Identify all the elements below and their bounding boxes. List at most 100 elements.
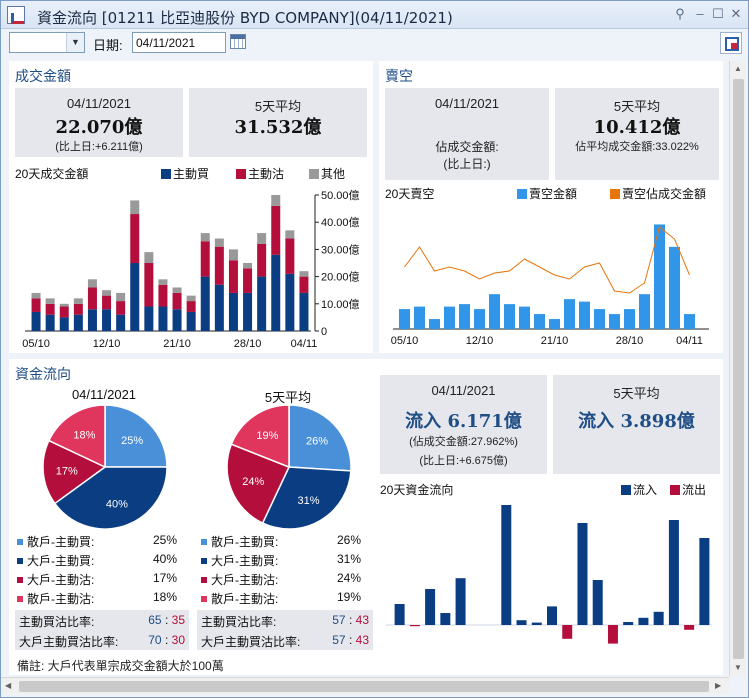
- close-icon[interactable]: ✕: [730, 6, 742, 21]
- short-chart: 05/10 12/10 21/10 28/10 04/11: [391, 224, 709, 347]
- short-title: 賣空: [385, 69, 413, 85]
- ratio-label: 大戶主動買沽比率:: [19, 635, 119, 649]
- pie-avg-slice: [261, 466, 352, 530]
- turnover-bar-sell: [271, 205, 281, 255]
- ratio-buy: 57: [332, 633, 346, 647]
- turnover-chart: 50.00億 40.00億 30.00億 20.00億 10.00億 0 05/10 12/1…: [22, 189, 360, 350]
- ratio-list-item: 散戶-主動沽: 19%: [201, 590, 361, 607]
- turnover-bar-sell: [102, 295, 112, 310]
- horizontal-scroll-thumb[interactable]: [19, 681, 709, 692]
- turnover-bar-other: [73, 298, 83, 304]
- outflow-bar: [607, 625, 618, 644]
- legend-swatch: [621, 485, 631, 495]
- calendar-icon[interactable]: [230, 34, 246, 49]
- legend-swatch: [236, 169, 246, 179]
- ratio-sep: :: [164, 613, 169, 627]
- inflow-bar: [440, 613, 451, 625]
- inflow-bar: [592, 580, 603, 625]
- legend-short-pct: 賣空佔成交金額: [610, 185, 706, 202]
- turnover-bar-buy: [214, 284, 224, 331]
- turnover-bar-sell: [73, 303, 83, 315]
- ratio-item-value: 26%: [336, 533, 361, 547]
- ratio-list-item: 散戶-主動沽: 18%: [17, 590, 177, 607]
- x-tick-label: 05/10: [22, 338, 50, 350]
- vertical-scroll-thumb[interactable]: [733, 79, 744, 659]
- legend-bullet: [201, 539, 207, 545]
- turnover-bar-buy: [130, 263, 140, 331]
- scroll-left-icon[interactable]: ◀: [5, 681, 12, 690]
- legend-swatch: [670, 485, 680, 495]
- scroll-down-icon[interactable]: ▼: [734, 663, 742, 672]
- ratio-item-label: 大戶-主動買:: [27, 554, 95, 568]
- avg-ratio-box: 主動買沽比率: 57 : 43 大戶主動買沽比率: 57 : 43: [197, 610, 373, 650]
- x-tick-label: 28/10: [234, 338, 262, 350]
- pin-icon[interactable]: ⚲: [675, 6, 685, 21]
- vertical-scrollbar[interactable]: ▲ ▼: [729, 61, 746, 676]
- turnover-bar-sell: [59, 306, 69, 318]
- ratio-label: 大戶主動買沽比率:: [201, 635, 301, 649]
- inflow-bar: [638, 617, 649, 625]
- turnover-bar-sell: [144, 263, 154, 307]
- ratio-item-label: 大戶-主動買:: [211, 554, 279, 568]
- ratio-item-label: 散戶-主動買:: [27, 535, 95, 549]
- scroll-up-icon[interactable]: ▲: [734, 64, 742, 73]
- legend-bullet: [17, 558, 23, 564]
- y-tick-label: 0: [321, 326, 327, 338]
- short-amount-bar: [669, 246, 680, 329]
- stock-combo[interactable]: ▼: [9, 32, 85, 53]
- ratio-sep: :: [164, 633, 169, 647]
- turnover-today-value: 22.070億: [55, 117, 143, 138]
- horizontal-scrollbar[interactable]: ◀ ▶: [1, 677, 729, 694]
- ratio-sell: 43: [355, 633, 369, 647]
- short-amount-bar: [399, 309, 410, 329]
- chart-settings-button[interactable]: [720, 32, 742, 54]
- legend-swatch: [161, 169, 171, 179]
- ratio-item-value: 25%: [152, 533, 177, 547]
- ratio-item-value: 19%: [336, 590, 361, 604]
- inflow-bar: [501, 505, 512, 625]
- short-amount-bar: [429, 319, 440, 329]
- short-amount-bar: [564, 299, 575, 329]
- ratio-item-value: 40%: [152, 552, 177, 566]
- turnover-bar-other: [130, 200, 140, 215]
- turnover-bar-other: [102, 290, 112, 296]
- pie-today-slice-label: 18%: [73, 430, 95, 442]
- turnover-bar-sell: [116, 301, 126, 315]
- flow-today-date: 04/11/2021: [431, 383, 496, 398]
- turnover-today-change: (比上日:+6.211億): [55, 141, 143, 153]
- turnover-bar-other: [271, 195, 281, 206]
- y-tick-label: 20.00億: [321, 271, 360, 284]
- scroll-right-icon[interactable]: ▶: [715, 681, 722, 690]
- minimize-icon[interactable]: –: [696, 6, 704, 21]
- legend-bullet: [17, 539, 23, 545]
- turnover-bar-sell: [285, 238, 295, 274]
- legend-label: 賣空金額: [529, 187, 578, 201]
- turnover-bar-buy: [31, 311, 41, 331]
- turnover-bar-buy: [257, 276, 267, 331]
- flow-today-box: 04/11/2021 流入 6.171億 (佔成交金額:27.962%) (比上…: [380, 375, 547, 474]
- capital-title: 資金流向: [15, 367, 71, 383]
- y-tick-label: 50.00億: [321, 189, 360, 202]
- date-input[interactable]: 04/11/2021: [132, 32, 226, 53]
- legend-other: 其他: [309, 165, 345, 182]
- legend-label: 流出: [682, 483, 707, 497]
- capital-panel: 資金流向 04/11/2021 5天平均 25% 40% 17% 18% 26% 31%…: [9, 359, 723, 675]
- ratio-item-value: 18%: [152, 590, 177, 604]
- maximize-icon[interactable]: ☐: [712, 6, 724, 21]
- short-amount-bar: [519, 306, 530, 329]
- short-amount-bar: [624, 309, 635, 329]
- x-tick-label: 04/11: [291, 338, 318, 350]
- flow-chart-title: 20天資金流向: [380, 483, 454, 497]
- ratio-value: 70 : 30: [148, 633, 185, 647]
- legend-label: 其他: [321, 167, 346, 181]
- title-bar: 資金流向 [01211 比亞迪股份 BYD COMPANY](04/11/202…: [1, 1, 748, 29]
- turnover-bar-sell: [87, 287, 97, 310]
- ratio-value: 57 : 43: [332, 613, 369, 627]
- chevron-down-icon[interactable]: ▼: [66, 33, 84, 52]
- turnover-bar-other: [45, 298, 55, 304]
- short-panel: 賣空 04/11/2021 佔成交金額: (比上日:) 5天平均 10.412億…: [379, 61, 723, 353]
- turnover-bar-buy: [299, 292, 309, 331]
- turnover-bar-other: [214, 238, 224, 247]
- short-chart-title: 20天賣空: [385, 187, 435, 201]
